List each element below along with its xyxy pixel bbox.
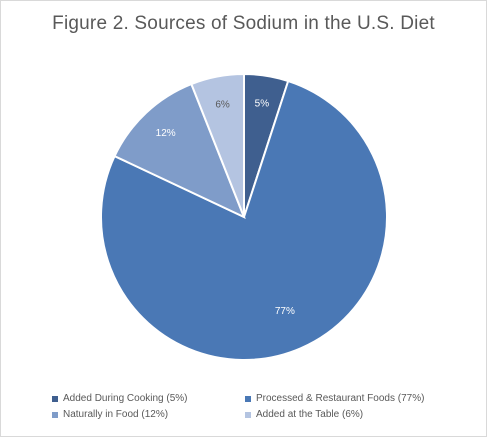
data-label-processed-restaurant-foods: 77% [275, 306, 295, 317]
chart-title: Figure 2. Sources of Sodium in the U.S. … [52, 13, 435, 34]
pie-slice-processed-restaurant-foods [100, 79, 388, 361]
data-label-added-during-cooking: 5% [255, 99, 270, 110]
pie-slice-naturally-in-food [113, 82, 246, 219]
pie-slice-added-at-the-table [190, 72, 245, 218]
data-label-naturally-in-food: 12% [156, 128, 176, 139]
data-label-added-at-the-table: 6% [215, 99, 230, 110]
